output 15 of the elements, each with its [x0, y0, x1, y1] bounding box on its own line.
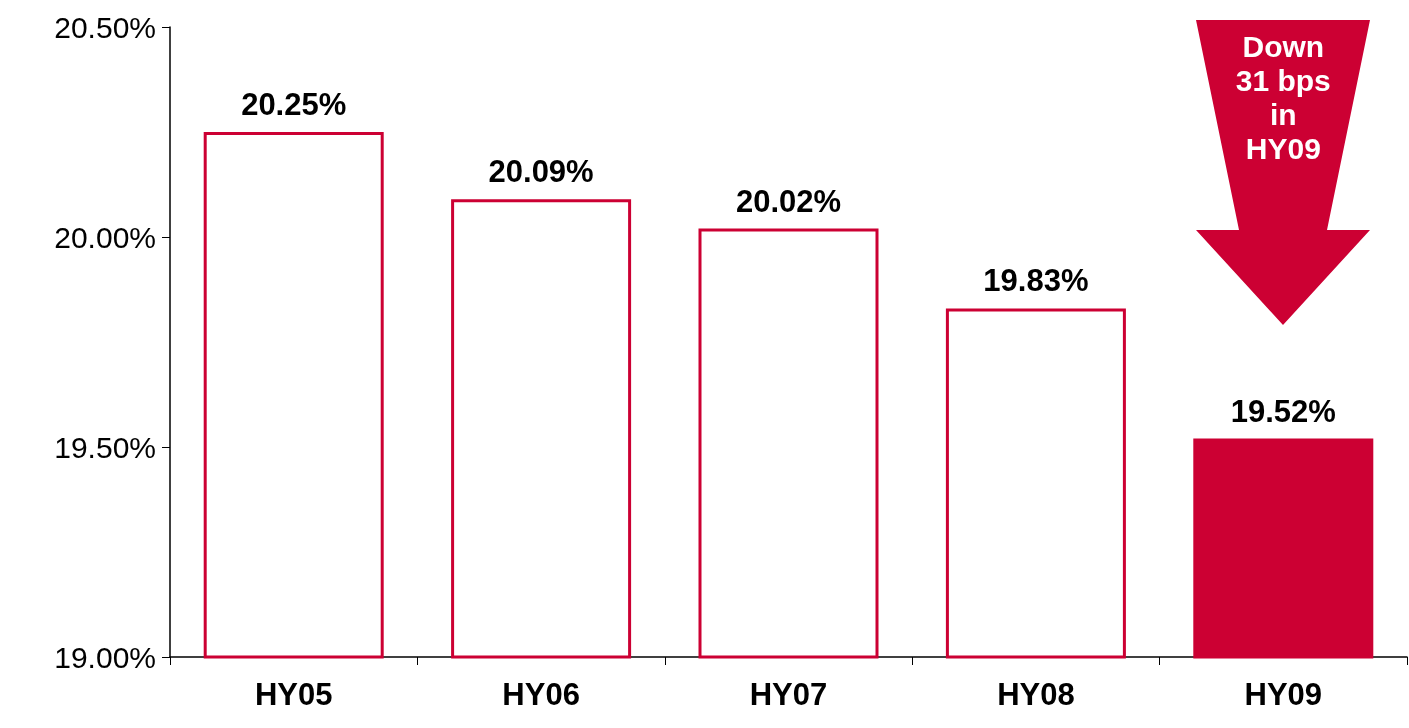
x-tick-label: HY05 [254, 677, 333, 712]
data-label: 19.52% [1230, 393, 1336, 429]
y-tick-label: 19.50% [54, 430, 156, 464]
x-tick-label: HY09 [1244, 677, 1323, 712]
data-label: 20.25% [241, 87, 347, 122]
y-tick-label: 19.00% [54, 640, 156, 674]
y-tick-label: 20.50% [54, 10, 156, 44]
y-tick-label: 20.00% [54, 220, 156, 254]
data-label: 20.09% [488, 154, 594, 190]
data-label: 19.83% [983, 263, 1089, 299]
annotation: Down 31 bps in HY09 [1234, 30, 1332, 166]
x-tick-label: HY08 [997, 677, 1075, 712]
x-tick-label: HY06 [502, 677, 580, 712]
x-tick-label: HY07 [749, 677, 828, 712]
data-label: 20.02% [735, 183, 842, 219]
